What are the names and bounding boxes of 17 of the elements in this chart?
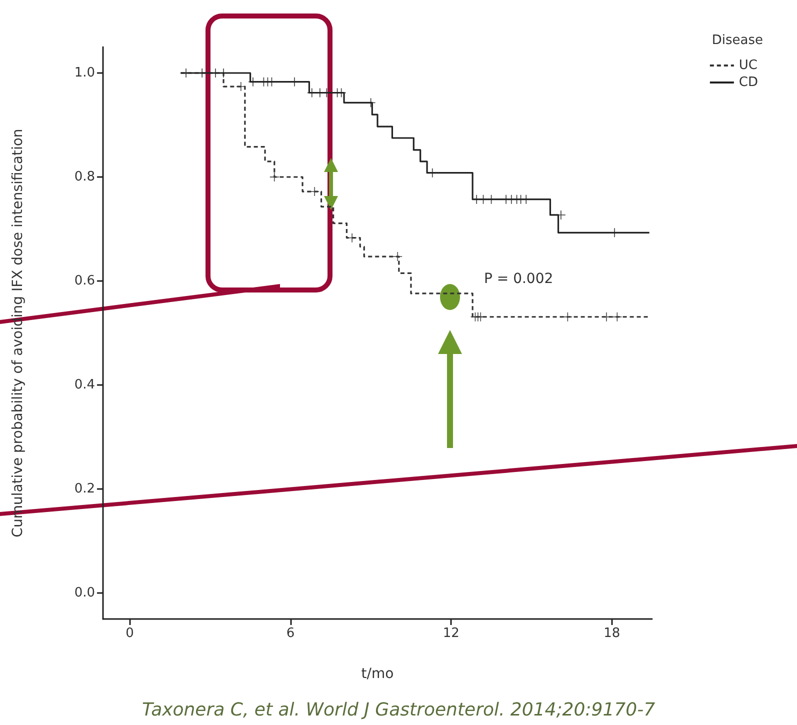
legend-label: UC bbox=[738, 58, 758, 73]
x-tick-label: 18 bbox=[604, 626, 620, 641]
legend-title: Disease bbox=[712, 33, 764, 48]
y-axis-title: Cumulative probability of avoiding IFX dose intensification bbox=[10, 128, 26, 538]
y-tick-label: 0.6 bbox=[74, 274, 95, 288]
x-tick-label: 12 bbox=[442, 626, 460, 641]
annotation: P = 0.002 bbox=[484, 271, 554, 287]
text: Taxonera C, et al. World J Gastroenterol. 2014;20:9170-7 bbox=[142, 700, 656, 720]
legend-label: CD bbox=[738, 75, 758, 90]
x-tick-label: 6 bbox=[286, 626, 295, 641]
y-tick-label: 0.2 bbox=[74, 482, 95, 496]
x-tick-label: 0 bbox=[126, 626, 134, 641]
y-tick-label: 1.0 bbox=[74, 66, 95, 80]
y-tick-label: 0.8 bbox=[74, 170, 95, 184]
x-axis-title: t/mo bbox=[361, 666, 394, 682]
y-tick-label: 0.0 bbox=[74, 586, 95, 600]
y-tick-label: 0.4 bbox=[74, 378, 95, 392]
